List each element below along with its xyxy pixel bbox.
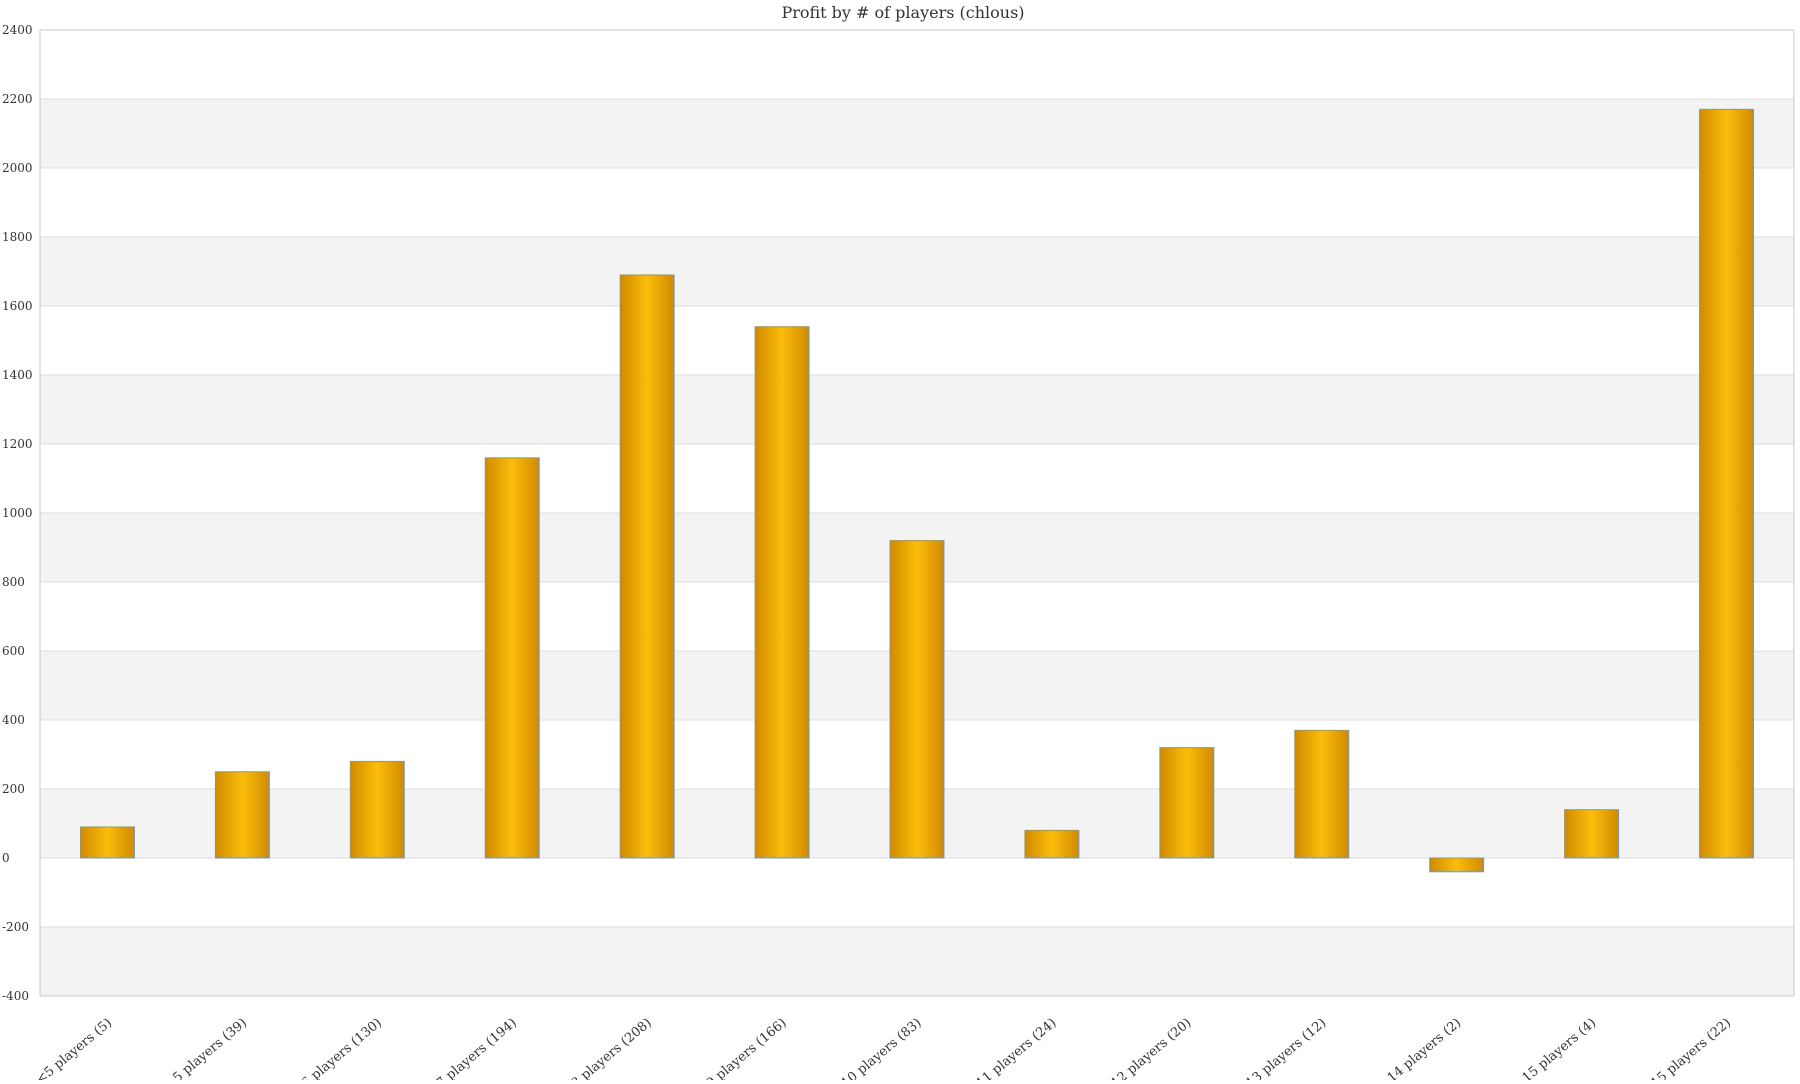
axes xyxy=(39,29,1795,997)
plot-band xyxy=(40,306,1794,375)
y-tick-label: 800 xyxy=(2,575,25,589)
plot-band xyxy=(40,444,1794,513)
y-tick-label: 400 xyxy=(2,713,25,727)
y-tick-label: 1600 xyxy=(2,299,33,313)
x-tick-label: >15 players (22) xyxy=(1640,1016,1734,1080)
bar-0 xyxy=(79,826,135,859)
bar-7 xyxy=(1024,829,1080,859)
plot-band xyxy=(40,927,1794,996)
y-tick-label: -400 xyxy=(2,989,29,1003)
y-tick-label: 0 xyxy=(2,851,10,865)
y-tick-labels: -400 -200 0 200 400 600 800 1000 1200 1400 1600 180… xyxy=(2,23,33,1003)
x-tick-label: 10 players (83) xyxy=(839,1016,925,1080)
y-tick-label: 2200 xyxy=(2,92,33,106)
y-tick-label: 1400 xyxy=(2,368,33,382)
bar-10 xyxy=(1429,857,1485,873)
y-tick-label: 2400 xyxy=(2,23,33,37)
x-tick-label: 15 players (4) xyxy=(1520,1016,1600,1080)
plot-band xyxy=(40,168,1794,237)
bar-6 xyxy=(889,540,945,859)
x-tick-label: 12 players (20) xyxy=(1108,1016,1194,1080)
plot-band xyxy=(40,99,1794,168)
y-tick-label: 200 xyxy=(2,782,25,796)
bar-8 xyxy=(1159,747,1215,859)
bar-1 xyxy=(214,771,270,859)
chart-title: Profit by # of players (chlous) xyxy=(781,3,1024,22)
x-tick-label: 13 players (12) xyxy=(1243,1016,1329,1080)
plot-band xyxy=(40,375,1794,444)
x-tick-label: 7 players (194) xyxy=(434,1016,520,1080)
x-tick-label: 5 players (39) xyxy=(170,1016,250,1080)
x-tick-label: 9 players (166) xyxy=(704,1016,790,1080)
x-tick-label: 6 players (130) xyxy=(299,1016,385,1080)
y-tick-label: 2000 xyxy=(2,161,33,175)
y-tick-label: 1200 xyxy=(2,437,33,451)
x-tick-labels: <5 players (5) 5 players (39) 6 players (1… xyxy=(33,1016,1734,1084)
bar-2 xyxy=(349,760,405,859)
bar-11 xyxy=(1564,809,1620,859)
bar-3 xyxy=(484,457,540,859)
plot-band xyxy=(40,30,1794,99)
bar-4 xyxy=(619,274,675,859)
bar-5 xyxy=(754,326,810,859)
y-tick-label: 1000 xyxy=(2,506,33,520)
bar-9 xyxy=(1294,729,1350,859)
x-tick-label: 14 players (2) xyxy=(1385,1016,1465,1080)
plot-band xyxy=(40,237,1794,306)
y-tick-label: 1800 xyxy=(2,230,33,244)
plot-band xyxy=(40,858,1794,927)
x-tick-label: <5 players (5) xyxy=(33,1016,115,1080)
y-tick-label: -200 xyxy=(2,920,29,934)
x-tick-label: 8 players (208) xyxy=(569,1016,655,1080)
bars xyxy=(79,108,1755,873)
y-tick-label: 600 xyxy=(2,644,25,658)
x-tick-label: 11 players (24) xyxy=(974,1016,1060,1080)
bar-12 xyxy=(1699,108,1755,859)
